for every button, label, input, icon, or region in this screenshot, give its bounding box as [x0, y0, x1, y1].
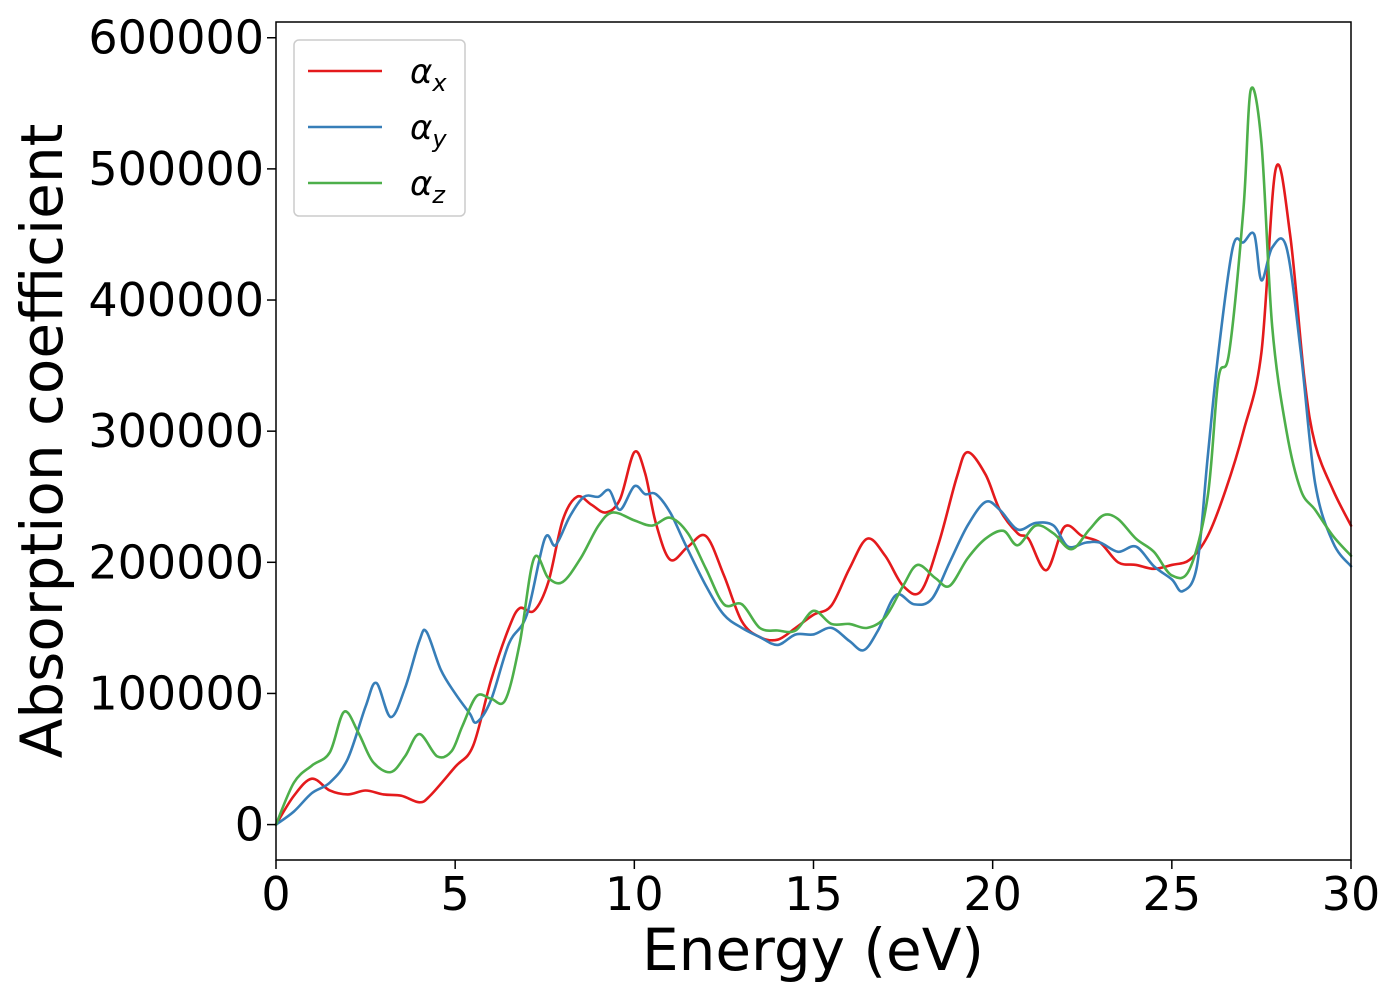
y-tick-label: 300000 — [88, 404, 264, 458]
y-tick-label: 200000 — [88, 535, 264, 589]
y-axis: 0 100000 200000 300000 400000 500000 600000 — [88, 11, 276, 852]
x-tick-label: 20 — [963, 867, 1022, 921]
x-axis: 0 5 10 15 20 25 30 — [261, 860, 1380, 921]
legend-label-subscript: z — [431, 181, 446, 209]
x-tick-label: 0 — [261, 867, 290, 921]
legend-label-subscript: x — [431, 69, 447, 97]
legend-label-subscript: y — [431, 125, 447, 153]
x-tick-label: 30 — [1322, 867, 1381, 921]
y-tick-label: 400000 — [88, 273, 264, 327]
y-tick-label: 500000 — [88, 142, 264, 196]
series-line-α-y — [274, 231, 1353, 826]
x-axis-label: Energy (eV) — [642, 916, 984, 984]
y-tick-label: 0 — [235, 798, 264, 852]
x-tick-label: 15 — [784, 867, 843, 921]
x-tick-label: 10 — [605, 867, 664, 921]
y-tick-label: 100000 — [88, 666, 264, 720]
series-line-α-z — [274, 86, 1353, 826]
x-tick-label: 5 — [441, 867, 470, 921]
y-axis-label: Absorption coefficient — [8, 124, 76, 759]
y-tick-label: 600000 — [88, 11, 264, 65]
series-layer — [274, 86, 1353, 826]
x-tick-label: 25 — [1143, 867, 1202, 921]
